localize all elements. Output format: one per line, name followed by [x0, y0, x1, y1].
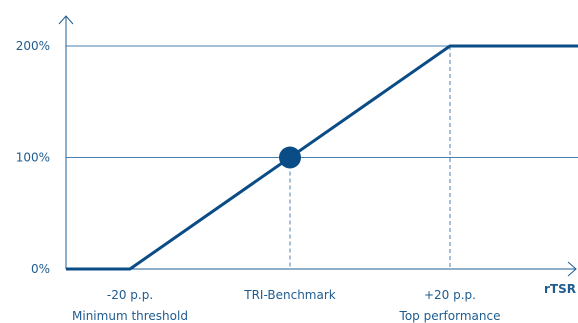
guide-lines: [289, 46, 451, 269]
x-tick-caption-2: Top performance: [399, 309, 501, 323]
y-tick-label-1: 100%: [16, 151, 50, 165]
x-tick-caption-1: TRI-Benchmark: [243, 288, 336, 302]
axes: [58, 15, 577, 277]
x-tick-label-2: +20 p.p.: [424, 288, 476, 302]
x-axis-label: rTSR: [544, 282, 576, 296]
y-tick-label-0: 0%: [31, 262, 50, 276]
y-tick-label-2: 200%: [16, 39, 50, 53]
series: [66, 44, 578, 271]
x-axis-arrow: [567, 261, 577, 277]
x-tick-caption-0: Minimum threshold: [72, 309, 188, 323]
benchmark-point: [279, 146, 301, 169]
grid-lines: [66, 45, 578, 158]
y-axis-arrow: [58, 15, 74, 25]
x-tick-label-0: -20 p.p.: [107, 288, 153, 302]
labels: 0% 100% 200% -20 p.p. Minimum threshold TRI-B…: [16, 39, 576, 323]
